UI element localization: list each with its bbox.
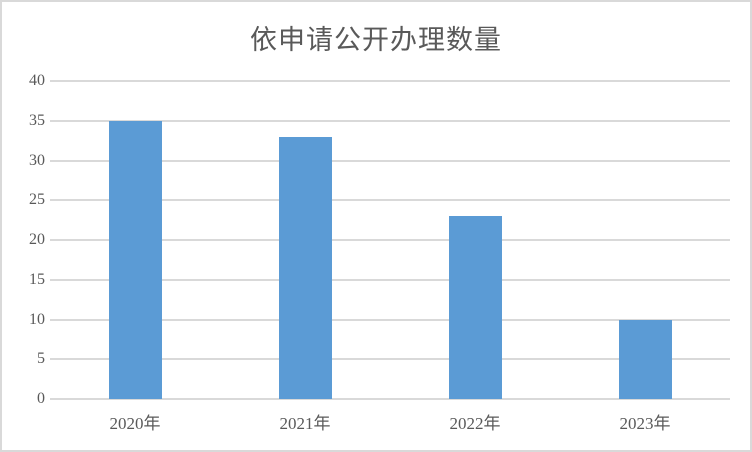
plot-area — [50, 80, 730, 400]
gridline — [50, 159, 730, 162]
gridline — [50, 318, 730, 321]
x-tick-label: 2020年 — [109, 414, 161, 433]
gridline — [50, 199, 730, 202]
chart-title: 依申请公开办理数量 — [250, 25, 502, 55]
y-tick-label: 10 — [29, 310, 45, 328]
y-tick-label: 25 — [29, 191, 45, 209]
y-tick-label: 20 — [29, 231, 45, 248]
bar-2023年 — [618, 319, 672, 399]
y-tick-label: 35 — [29, 111, 45, 129]
bar-2021年 — [278, 136, 332, 399]
y-tick-label: 15 — [29, 270, 45, 288]
y-tick-label: 30 — [29, 151, 45, 169]
y-axis-tick-labels: 0 5 10 15 20 25 30 35 40 — [2, 73, 45, 407]
x-tick-label: 2023年 — [619, 414, 671, 433]
bar-2020年 — [108, 120, 162, 399]
gridline — [50, 119, 730, 122]
gridline — [50, 358, 730, 361]
x-tick-label: 2022年 — [449, 414, 501, 433]
bar-2022年 — [448, 216, 502, 399]
gridline — [50, 239, 730, 241]
x-axis-line — [50, 398, 730, 400]
gridline — [50, 278, 730, 281]
y-tick-label: 40 — [29, 72, 45, 89]
gridline — [50, 80, 730, 82]
x-axis-category-labels: 2020年 2021年 2022年 2023年 — [50, 409, 730, 439]
y-tick-label: 5 — [37, 350, 45, 368]
y-tick-label: 0 — [37, 390, 45, 407]
x-tick-label: 2021年 — [279, 414, 331, 433]
